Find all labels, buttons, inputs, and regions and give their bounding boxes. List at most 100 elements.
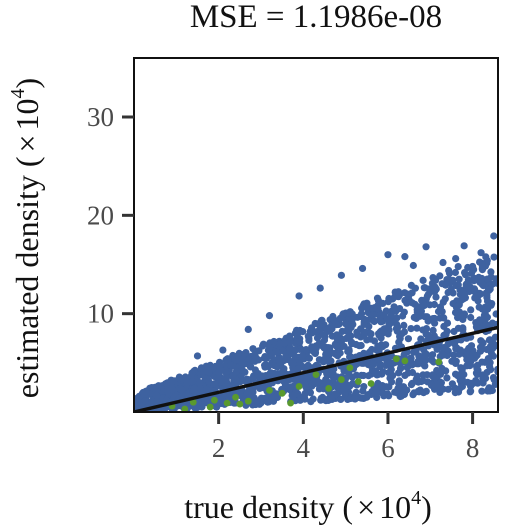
bulk-point: [188, 377, 196, 385]
bulk-point: [420, 301, 428, 310]
bulk-point: [423, 371, 431, 379]
bulk-point: [178, 386, 186, 394]
highlighted-point: [367, 380, 375, 387]
bulk-estimate-outliers: [193, 232, 498, 360]
bulk-outlier-point: [469, 262, 477, 271]
bulk-point: [305, 336, 313, 344]
bulk-point: [451, 268, 459, 277]
bulk-point: [317, 396, 325, 404]
highlighted-point: [232, 393, 239, 401]
bulk-point: [450, 351, 458, 359]
bulk-point: [467, 269, 476, 277]
bulk-outlier-point: [295, 292, 303, 300]
bulk-point: [352, 371, 361, 379]
bulk-point: [140, 390, 148, 398]
bulk-point: [276, 340, 284, 348]
bulk-point: [246, 363, 254, 371]
bulk-point: [407, 381, 415, 389]
bulk-point: [377, 318, 385, 326]
x-tick-label: 6: [381, 433, 395, 463]
bulk-point: [442, 367, 450, 375]
bulk-point: [432, 293, 440, 301]
bulk-point: [293, 331, 301, 339]
bulk-point: [484, 385, 492, 394]
bulk-point: [302, 346, 310, 354]
bulk-point: [408, 299, 416, 307]
bulk-point: [454, 281, 462, 289]
bulk-point: [454, 324, 462, 332]
bulk-point: [460, 310, 469, 318]
bulk-point: [366, 348, 374, 356]
bulk-point: [291, 346, 299, 354]
bulk-point: [163, 379, 171, 387]
bulk-point: [476, 316, 484, 324]
bulk-point: [272, 348, 280, 356]
bulk-point: [357, 313, 365, 321]
bulk-point: [448, 380, 456, 388]
bulk-point: [443, 374, 451, 382]
highlighted-point: [206, 403, 214, 411]
bulk-outlier-point: [452, 255, 460, 263]
bulk-point: [294, 365, 302, 373]
bulk-point: [466, 283, 474, 291]
bulk-point: [407, 281, 415, 289]
bulk-point: [320, 355, 328, 363]
y-axis-unit-times: ×: [9, 134, 45, 152]
bulk-point: [392, 320, 401, 328]
bulk-point: [152, 392, 161, 400]
x-tick-label: 4: [297, 433, 311, 463]
x-axis-unit-times: ×: [357, 489, 375, 525]
bulk-point: [369, 360, 378, 368]
bulk-point: [414, 387, 422, 395]
bulk-point: [452, 303, 460, 311]
bulk-point: [247, 387, 255, 395]
bulk-point: [400, 328, 408, 336]
bulk-point: [286, 332, 294, 340]
bulk-point: [311, 349, 319, 358]
bulk-point: [484, 355, 492, 363]
bulk-point: [323, 377, 331, 385]
bulk-point: [380, 325, 388, 333]
bulk-point: [377, 361, 385, 369]
bulk-point: [458, 368, 466, 377]
bulk-point: [249, 345, 257, 353]
bulk-point: [227, 361, 235, 369]
bulk-point: [397, 392, 405, 400]
highlighted-point: [223, 399, 231, 407]
y-axis-ticks: 10 20 30: [87, 102, 134, 329]
bulk-point: [414, 358, 423, 366]
bulk-point: [373, 389, 381, 397]
x-axis-unit-prefix: (: [342, 489, 353, 525]
highlighted-point: [211, 396, 218, 404]
highlighted-point: [266, 386, 273, 394]
bulk-point: [400, 351, 408, 359]
bulk-point: [270, 337, 278, 346]
highlighted-point: [346, 364, 354, 372]
bulk-point: [330, 316, 338, 324]
bulk-outlier-point: [422, 243, 430, 251]
bulk-point: [340, 342, 348, 350]
bulk-point: [394, 293, 403, 301]
bulk-point: [429, 326, 437, 334]
bulk-point: [478, 387, 486, 395]
bulk-point: [196, 379, 204, 387]
bulk-outlier-point: [244, 325, 252, 333]
bulk-point: [394, 288, 402, 296]
highlighted-estimates: [168, 355, 443, 412]
x-tick-label: 8: [466, 433, 480, 463]
bulk-point: [396, 365, 405, 373]
bulk-point: [407, 325, 415, 333]
bulk-point: [475, 275, 483, 283]
bulk-point: [198, 371, 206, 379]
bulk-point: [412, 375, 420, 383]
bulk-point: [441, 295, 449, 303]
y-axis-unit-base: 10: [9, 98, 45, 130]
bulk-point: [366, 335, 374, 343]
bulk-point: [289, 364, 297, 372]
bulk-point: [305, 354, 313, 362]
bulk-point: [459, 315, 467, 323]
highlighted-point: [278, 389, 286, 397]
bulk-point: [478, 358, 486, 366]
bulk-point: [393, 314, 401, 322]
bulk-outlier-point: [265, 312, 274, 320]
